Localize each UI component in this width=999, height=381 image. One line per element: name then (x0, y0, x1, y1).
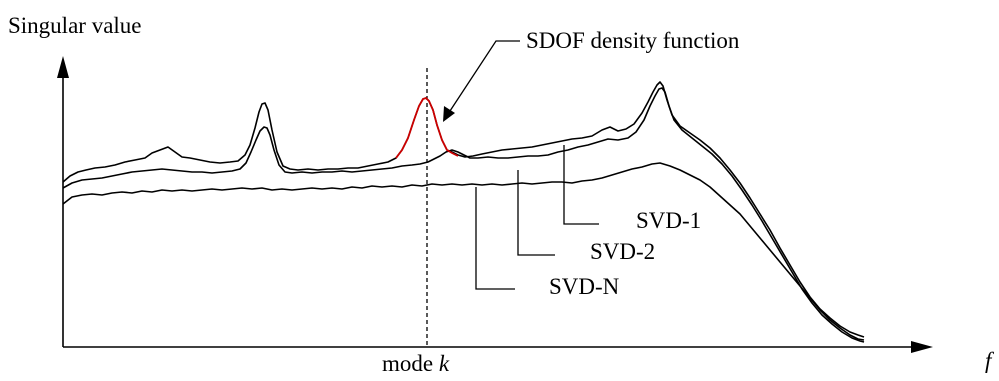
sdof-callout-label: SDOF density function (526, 28, 740, 53)
sdof-callout: SDOF density function (443, 28, 740, 122)
x-axis-label: f (985, 348, 995, 373)
y-axis-label: Singular value (8, 13, 142, 38)
svd-1-label: SVD-1 (636, 208, 701, 233)
svd-n-label: SVD-N (549, 274, 620, 299)
svd-2-leader (517, 170, 555, 256)
svd-2-label: SVD-2 (590, 239, 655, 264)
svd-1-curve (62, 81, 865, 338)
y-axis (57, 56, 69, 347)
svd-n-curve (62, 162, 865, 341)
x-axis (63, 341, 933, 353)
svd-2-curve (62, 87, 865, 343)
svd-1-leader (563, 145, 599, 225)
mode-label: mode k (382, 351, 450, 376)
svd-n-leader (475, 187, 515, 290)
sdof-density-curve (395, 96, 459, 159)
